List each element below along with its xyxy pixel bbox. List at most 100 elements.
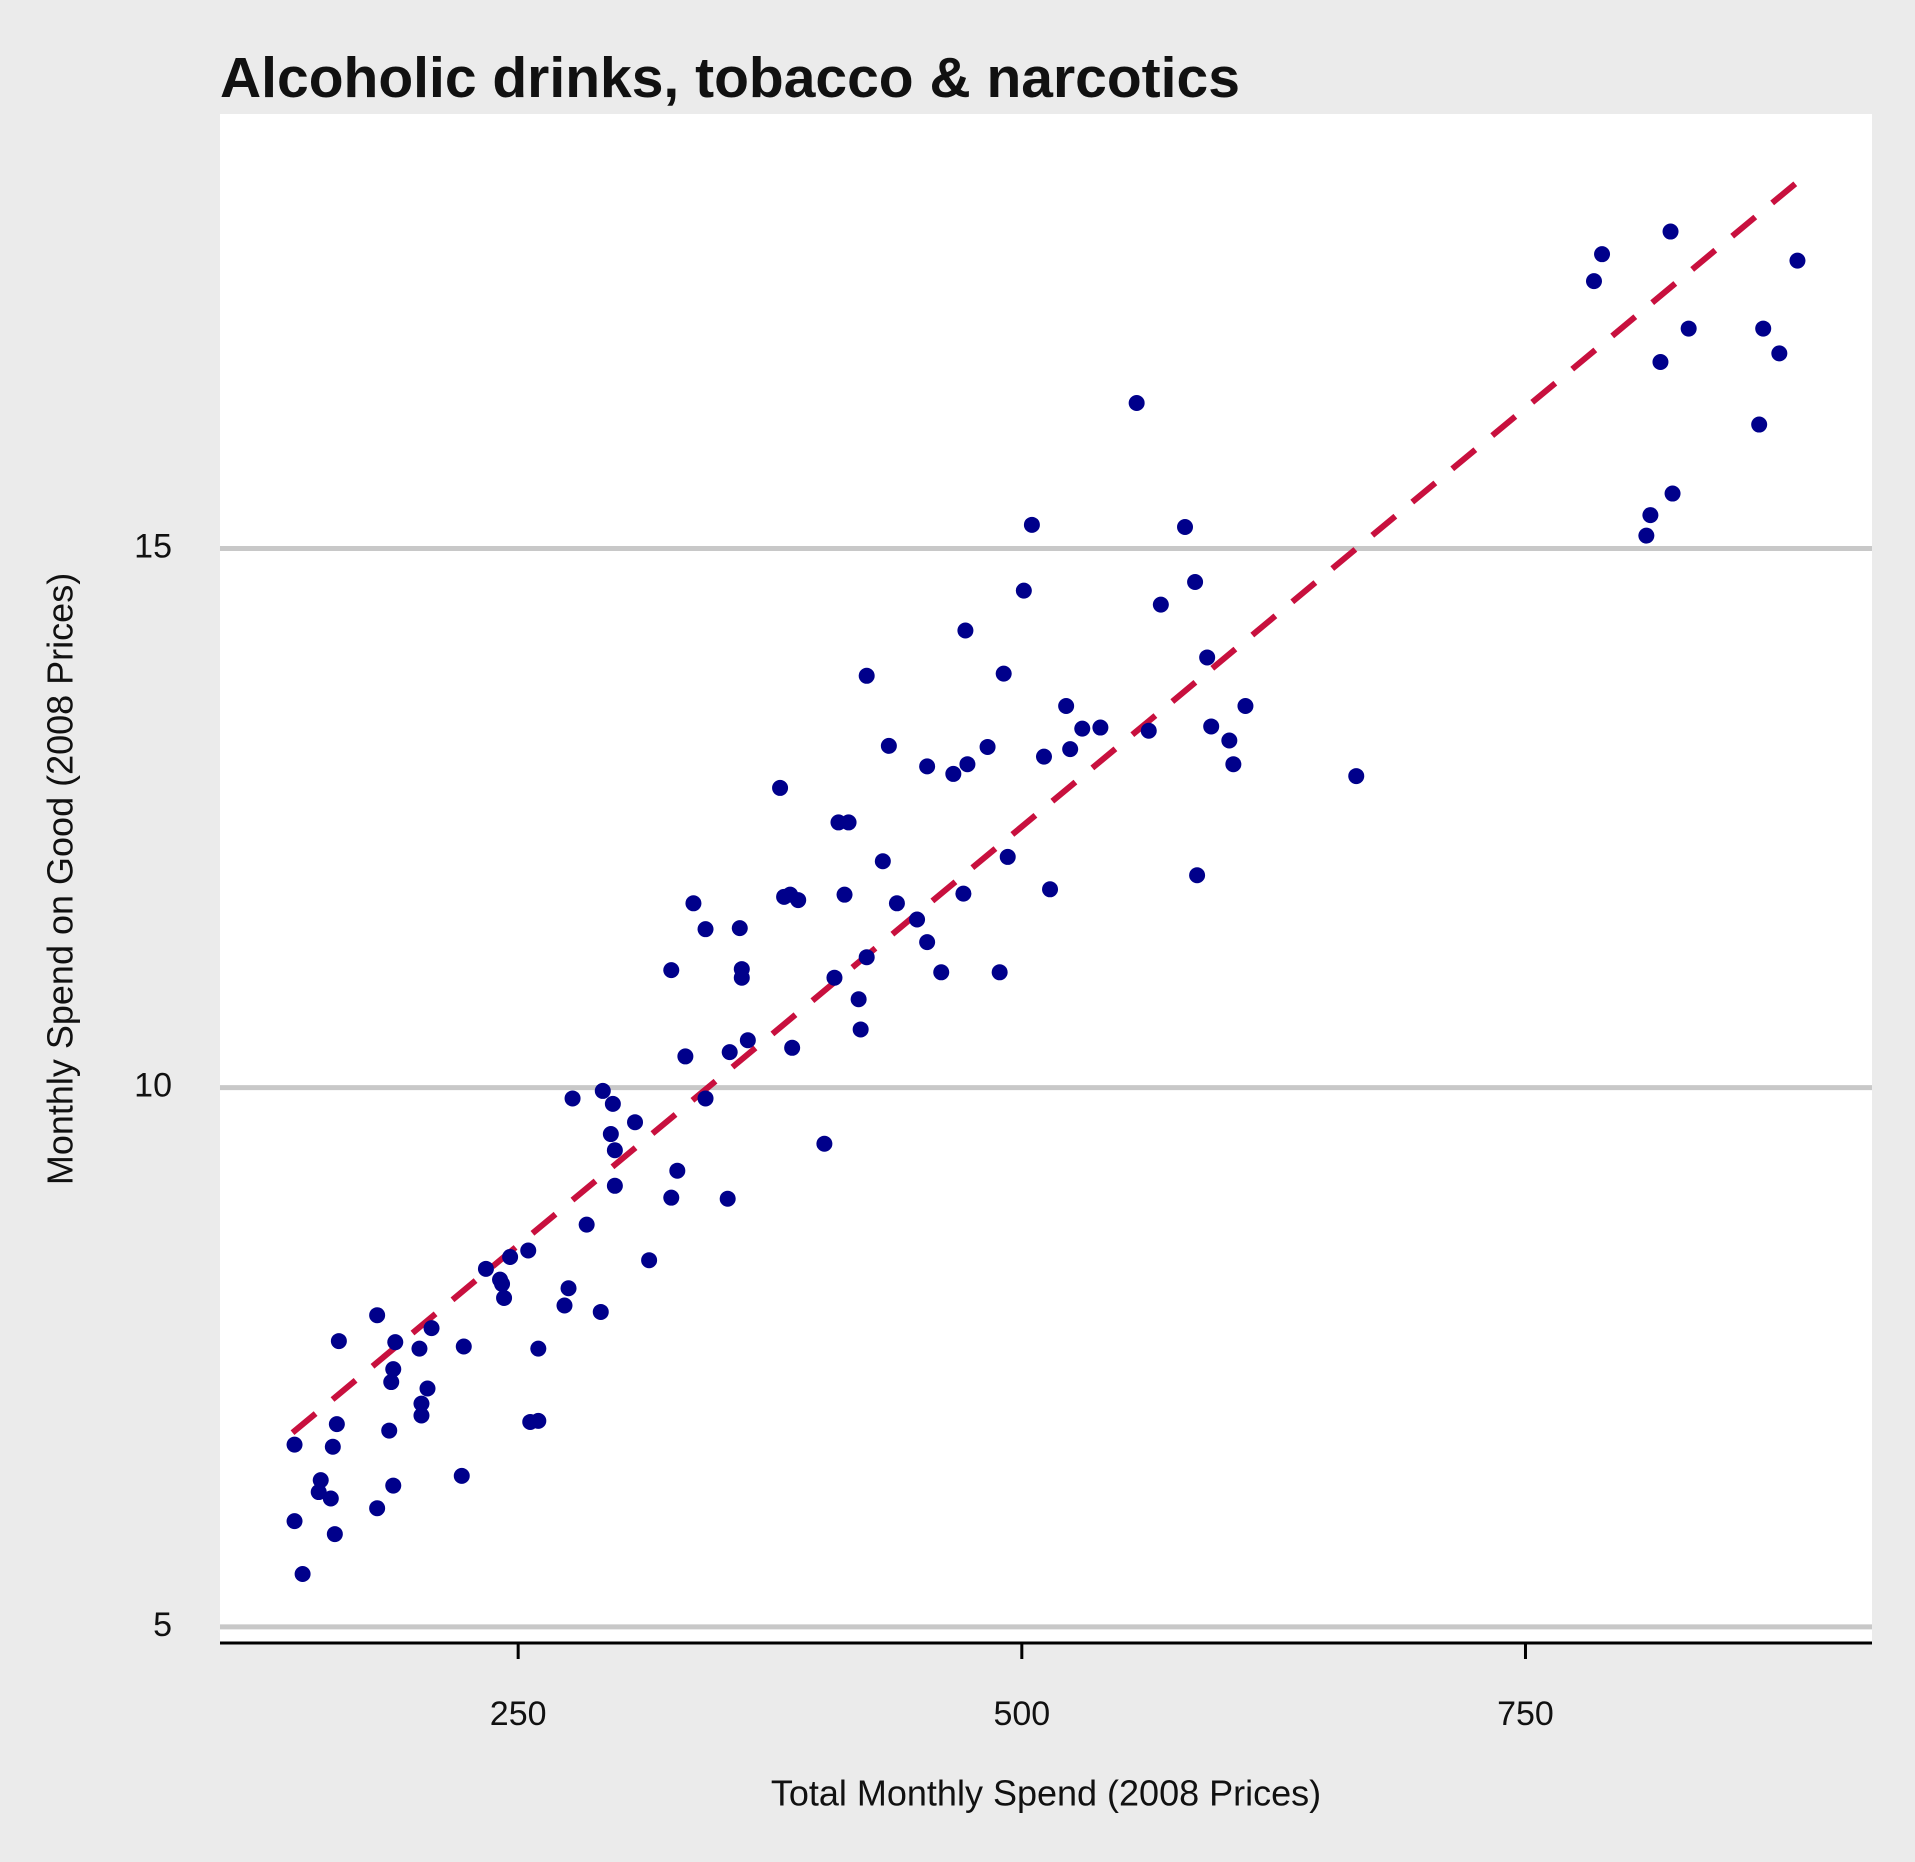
point (999, 848, 1016, 865)
point (1225, 756, 1242, 773)
point (991, 964, 1008, 981)
point (413, 1395, 430, 1412)
point (286, 1436, 303, 1453)
point (852, 1021, 869, 1038)
point (790, 892, 807, 909)
point (850, 991, 867, 1008)
point (494, 1275, 511, 1292)
point (733, 969, 750, 986)
point (387, 1334, 404, 1351)
point (909, 911, 926, 928)
point (919, 758, 936, 775)
x-tick-label: 750 (1497, 1695, 1554, 1733)
point (1062, 741, 1079, 758)
point (995, 665, 1012, 682)
point (453, 1467, 470, 1484)
point (1594, 246, 1611, 263)
point (520, 1242, 537, 1259)
point (721, 1044, 738, 1061)
plot-panel (220, 114, 1872, 1643)
point (719, 1190, 736, 1207)
point (502, 1248, 519, 1265)
point (496, 1289, 513, 1306)
point (564, 1090, 581, 1107)
point (286, 1513, 303, 1530)
point (731, 920, 748, 937)
point (945, 765, 962, 782)
point (1237, 697, 1254, 714)
point (385, 1361, 402, 1378)
point (1177, 518, 1194, 535)
point (1642, 507, 1659, 524)
point (1058, 697, 1075, 714)
point (880, 737, 897, 754)
point (1140, 722, 1157, 739)
point (874, 853, 891, 870)
point (641, 1252, 658, 1269)
point (1128, 394, 1145, 411)
point (836, 886, 853, 903)
point (1035, 748, 1052, 765)
x-axis-label: Total Monthly Spend (2008 Prices) (771, 1773, 1321, 1814)
y-tick-label: 5 (153, 1606, 172, 1644)
point (477, 1260, 494, 1277)
y-tick-label: 15 (134, 528, 172, 566)
point (606, 1177, 623, 1194)
point (594, 1082, 611, 1099)
point (455, 1338, 472, 1355)
point (1662, 223, 1679, 240)
point (322, 1490, 339, 1507)
point (1771, 345, 1788, 362)
y-axis-label: Monthly Spend on Good (2008 Prices) (40, 573, 81, 1185)
point (578, 1216, 595, 1233)
point (310, 1484, 327, 1501)
point (385, 1477, 402, 1494)
x-tick-label: 250 (490, 1695, 547, 1733)
point (663, 962, 680, 979)
point (592, 1303, 609, 1320)
point (1187, 573, 1204, 590)
point (919, 934, 936, 951)
point (530, 1412, 547, 1429)
point (369, 1307, 386, 1324)
point (1189, 867, 1206, 884)
y-tick-label: 10 (134, 1067, 172, 1105)
point (530, 1340, 547, 1357)
point (1585, 273, 1602, 290)
point (627, 1114, 644, 1131)
point (602, 1126, 619, 1143)
point (888, 895, 905, 912)
point (826, 969, 843, 986)
point (1074, 720, 1091, 737)
point (606, 1142, 623, 1159)
chart-title: Alcoholic drinks, tobacco & narcotics (220, 46, 1240, 110)
point (1652, 354, 1669, 371)
point (1348, 768, 1365, 785)
point (328, 1416, 345, 1433)
x-tick-label: 500 (993, 1695, 1050, 1733)
point (423, 1320, 440, 1337)
point (1638, 527, 1655, 544)
point (979, 738, 996, 755)
point (1023, 516, 1040, 533)
point (294, 1565, 311, 1582)
point (816, 1135, 833, 1152)
point (858, 667, 875, 684)
point (369, 1500, 386, 1517)
point (669, 1162, 686, 1179)
point (381, 1422, 398, 1439)
point (772, 779, 789, 796)
point (556, 1297, 573, 1314)
point (1203, 718, 1220, 735)
point (677, 1048, 694, 1065)
point (959, 756, 976, 773)
point (1152, 596, 1169, 613)
point (419, 1380, 436, 1397)
point (697, 1090, 714, 1107)
point (697, 921, 714, 938)
point (1015, 582, 1032, 599)
point (1221, 732, 1238, 749)
point (739, 1032, 756, 1049)
